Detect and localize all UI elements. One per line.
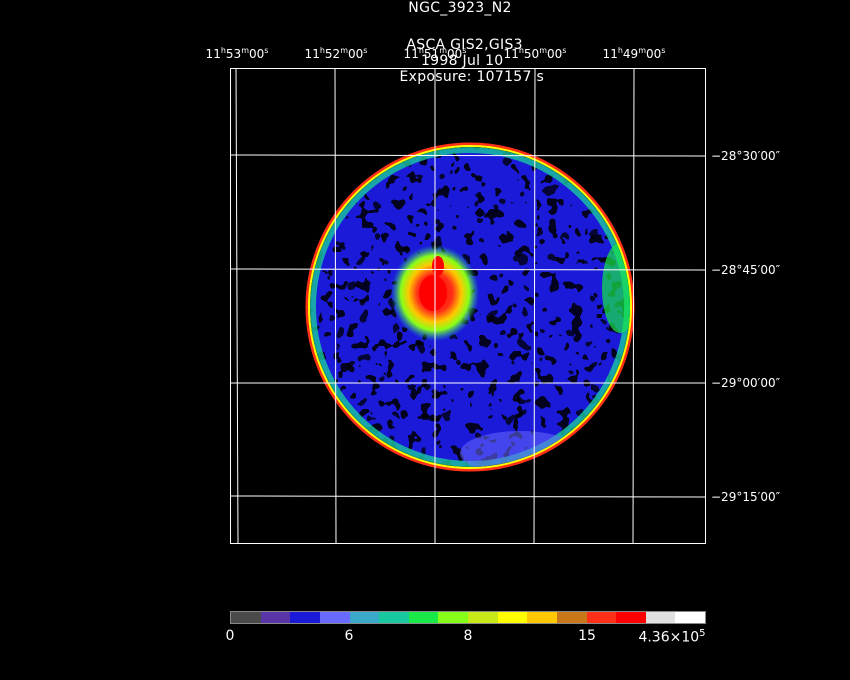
colorbar-swatch: [527, 612, 557, 623]
colorbar-swatch: [645, 612, 676, 623]
colorbar-swatch: [408, 612, 439, 623]
dec-tick-label-1: −28°30′00″: [711, 149, 781, 163]
colorbar-swatch: [586, 612, 617, 623]
coordinate-grid: [230, 68, 706, 544]
ra-tick-label-2: 11h52m00s: [304, 46, 368, 61]
colorbar: [230, 611, 706, 624]
colorbar-swatch: [616, 612, 646, 623]
ra-tick-label-3: 11h51m00s: [403, 46, 467, 61]
ra-tick-label-1: 11h53m00s: [205, 46, 269, 61]
colorbar-label-15: 15: [578, 628, 596, 644]
instrument-label: ASCA GIS2,GIS3: [406, 37, 523, 53]
colorbar-swatch: [319, 612, 350, 623]
colorbar-label-max: 4.36×105: [638, 628, 706, 646]
colorbar-swatch: [468, 612, 498, 623]
dec-tick-label-3: −29°00′00″: [711, 376, 781, 390]
colorbar-swatch: [438, 612, 468, 623]
colorbar-swatch: [497, 612, 528, 623]
x-ray-image: [305, 142, 635, 472]
colorbar-label-6: 6: [344, 628, 354, 644]
colorbar-swatch: [290, 612, 320, 623]
colorbar-swatch: [379, 612, 409, 623]
colorbar-swatch: [556, 612, 587, 623]
colorbar-swatch: [675, 612, 705, 623]
ra-tick-label-5: 11h49m00s: [602, 46, 666, 61]
colorbar-swatch: [349, 612, 380, 623]
colorbar-swatch: [231, 612, 261, 623]
ra-tick-label-4: 11h50m00s: [503, 46, 567, 61]
colorbar-swatch: [260, 612, 291, 623]
dec-tick-label-2: −28°45′00″: [711, 263, 781, 277]
colorbar-label-8: 8: [463, 628, 473, 644]
dec-tick-label-4: −29°15′00″: [711, 490, 781, 504]
date-label: 1998 Jul 10: [420, 53, 504, 69]
sky-image-panel: [230, 68, 706, 544]
observation-title: NGC_3923_N2: [408, 0, 512, 16]
colorbar-label-min: 0: [225, 628, 235, 644]
